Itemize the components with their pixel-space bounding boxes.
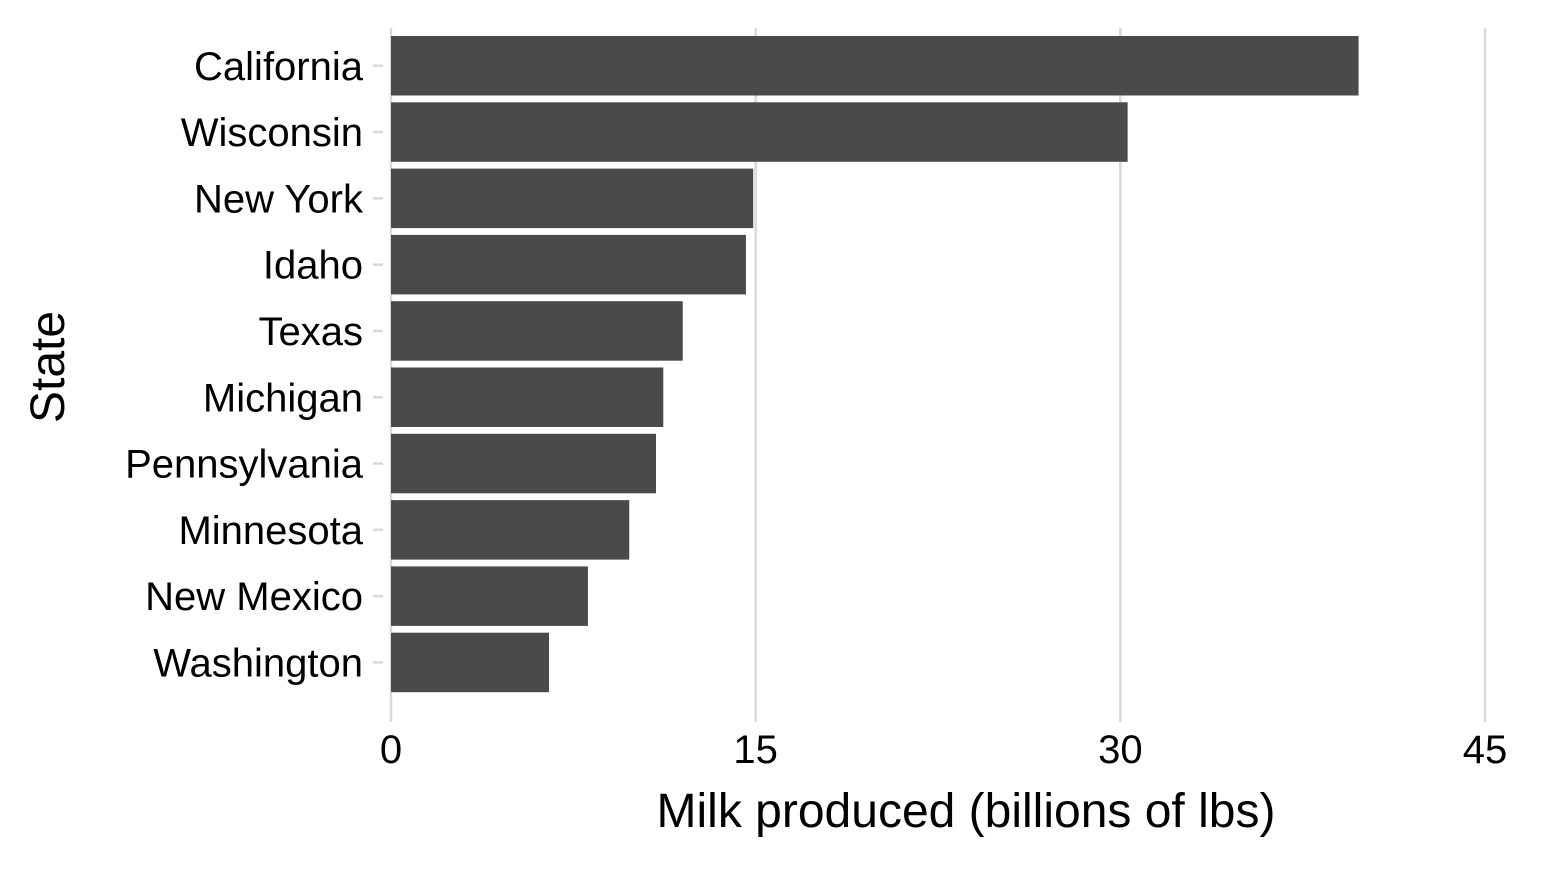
x-tick-label: 15 <box>733 728 778 772</box>
y-tick-label: Idaho <box>263 244 363 288</box>
bars <box>391 36 1359 693</box>
bar-minnesota <box>391 500 630 560</box>
x-axis-ticks: 0 15 30 45 <box>380 712 1507 772</box>
y-tick-label: New Mexico <box>145 575 363 619</box>
x-tick-label: 0 <box>380 728 402 772</box>
y-tick-label: New York <box>194 177 364 221</box>
y-axis-ticks: California Wisconsin New York Idaho Texas Mic… <box>125 45 383 685</box>
bar-wisconsin <box>391 102 1128 162</box>
x-axis-title: Milk produced (billions of lbs) <box>657 785 1276 838</box>
bar-michigan <box>391 367 664 427</box>
y-tick-label: Texas <box>259 310 364 354</box>
y-tick-label: Pennsylvania <box>125 443 364 487</box>
bar-california <box>391 36 1359 96</box>
y-tick-label: Wisconsin <box>181 111 363 155</box>
x-tick-label: 45 <box>1463 728 1508 772</box>
y-tick-label: Michigan <box>203 376 363 420</box>
bar-washington <box>391 632 550 693</box>
y-tick-label: Washington <box>153 641 363 685</box>
bar-new-mexico <box>391 566 588 626</box>
y-tick-label: Minnesota <box>178 509 363 553</box>
bar-pennsylvania <box>391 433 656 494</box>
bar-new-york <box>391 168 754 229</box>
bar-idaho <box>391 234 746 295</box>
x-tick-label: 30 <box>1098 728 1143 772</box>
y-tick-label: California <box>194 45 364 89</box>
bar-texas <box>391 301 683 361</box>
y-axis-title: State <box>22 311 75 423</box>
